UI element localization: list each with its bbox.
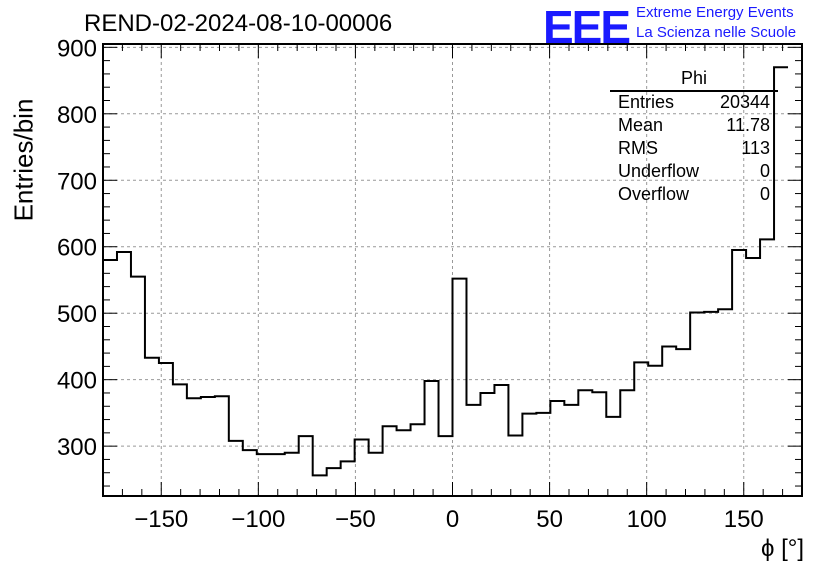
stats-label: Entries <box>618 92 675 112</box>
stats-label: Overflow <box>618 184 690 204</box>
y-tick-label: 500 <box>57 301 97 328</box>
y-axis-label: Entries/bin <box>8 98 39 222</box>
y-tick-label: 800 <box>57 102 97 129</box>
x-tick-label: 0 <box>446 506 459 533</box>
stats-label: Underflow <box>618 161 700 181</box>
stats-label: RMS <box>618 138 658 158</box>
plot-title: REND-02-2024-08-10-00006 <box>84 10 393 37</box>
x-tick-label: −100 <box>231 506 285 533</box>
y-tick-label: 900 <box>57 35 97 62</box>
stats-value: 0 <box>759 161 770 181</box>
x-tick-label: −150 <box>134 506 188 533</box>
x-tick-label: 50 <box>536 506 563 533</box>
logo-text: Extreme Energy Events La Scienza nelle S… <box>636 3 796 43</box>
y-tick-label: 300 <box>57 434 97 461</box>
x-tick-label: 100 <box>627 506 667 533</box>
stats-value: 11.78 <box>726 115 770 135</box>
stats-box: Phi Entries 20344 Mean 11.78 RMS 113 Underf… <box>610 68 778 207</box>
x-tick-label: 150 <box>724 506 764 533</box>
stats-title: Phi <box>610 68 778 92</box>
y-tick-label: 600 <box>57 235 97 262</box>
y-tick-label: 700 <box>57 168 97 195</box>
stats-row: Underflow 0 <box>610 161 778 184</box>
y-tick-label: 400 <box>57 368 97 395</box>
x-axis-label: ϕ [°] <box>760 535 804 562</box>
histogram-line <box>103 66 789 477</box>
stats-value: 113 <box>741 138 770 158</box>
stats-row: Mean 11.78 <box>610 115 778 138</box>
stats-value: 0 <box>759 184 770 204</box>
stats-row: Overflow 0 <box>610 184 778 207</box>
eee-logo: EEE <box>543 1 631 53</box>
stats-row: Entries 20344 <box>610 92 778 115</box>
logo-line-1: Extreme Energy Events <box>636 4 794 21</box>
x-tick-label: −50 <box>335 506 376 533</box>
stats-row: RMS 113 <box>610 138 778 161</box>
logo-line-2: La Scienza nelle Scuole <box>636 24 797 41</box>
stats-label: Mean <box>618 115 664 135</box>
y-axis-label-wrap: Entries/bin <box>6 99 42 222</box>
stats-value: 20344 <box>719 92 770 112</box>
